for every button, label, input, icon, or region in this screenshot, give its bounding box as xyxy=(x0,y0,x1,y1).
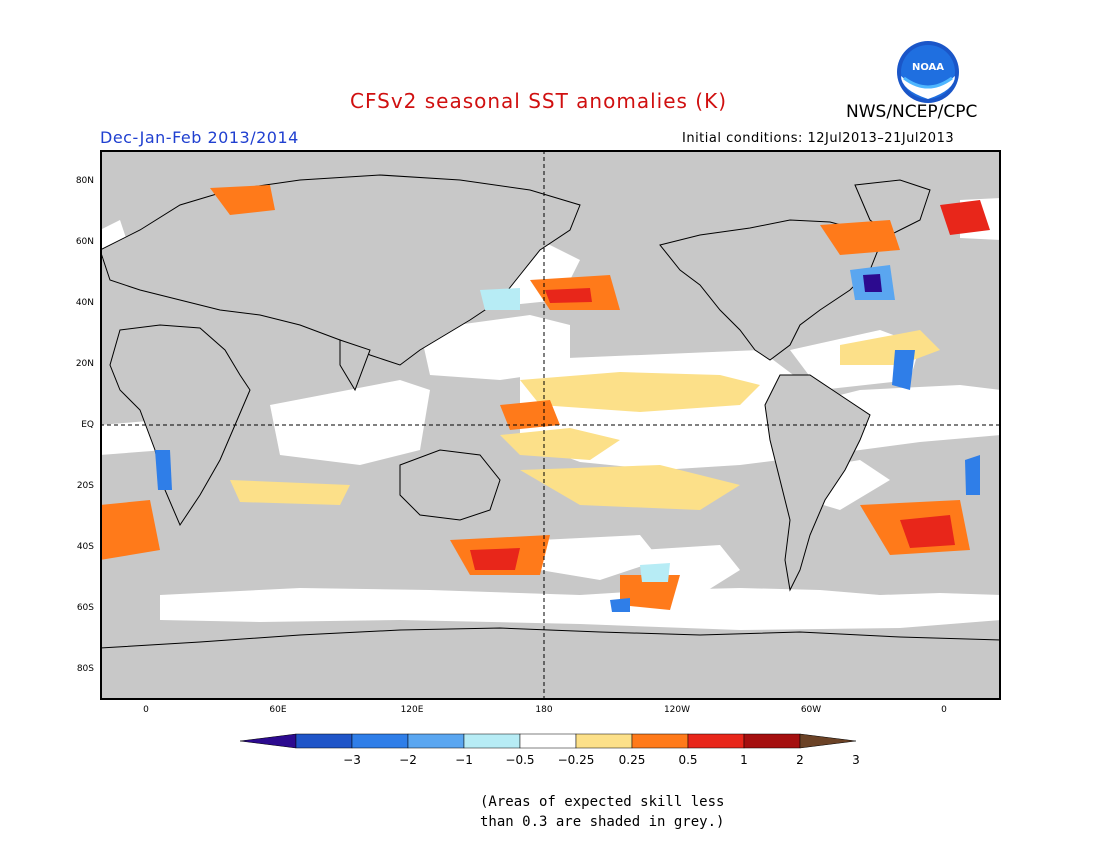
lon-tick: 0 xyxy=(941,705,947,715)
colorbar-swatch xyxy=(519,733,577,749)
land-masses xyxy=(100,174,1001,700)
noaa-logo: NOAA xyxy=(897,41,959,103)
colorbar-label: −0.25 xyxy=(558,753,595,767)
lat-tick: 20N xyxy=(75,359,94,369)
initial-conditions-label: Initial conditions: 12Jul2013–21Jul2013 xyxy=(682,131,955,146)
footnote: (Areas of expected skill less than 0.3 a… xyxy=(480,792,724,832)
lat-tick: 80N xyxy=(75,176,94,186)
colorbar-right-arrow xyxy=(799,733,857,749)
colorbar-label: −2 xyxy=(399,753,417,767)
colorbar-swatch xyxy=(463,733,521,749)
lat-tick: 60N xyxy=(75,237,94,247)
lon-tick: 60E xyxy=(269,705,287,715)
noaa-logo-text: NOAA xyxy=(912,62,944,73)
negative-anomaly-areas xyxy=(155,265,980,612)
colorbar-swatch xyxy=(351,733,409,749)
australia xyxy=(399,449,501,521)
lat-tick: 40S xyxy=(76,542,94,552)
colorbar-swatch xyxy=(631,733,689,749)
chart-title: CFSv2 seasonal SST anomalies (K) xyxy=(350,89,727,113)
colorbar-label: 0.25 xyxy=(619,753,646,767)
sst-anomaly-map xyxy=(100,150,1001,700)
lon-tick: 180 xyxy=(535,705,553,715)
lat-tick: 20S xyxy=(76,481,94,491)
organization-label: NWS/NCEP/CPC xyxy=(846,102,978,122)
lat-tick: 40N xyxy=(75,298,94,308)
colorbar-swatch xyxy=(687,733,745,749)
colorbar-label: −0.5 xyxy=(505,753,534,767)
colorbar-left-arrow xyxy=(240,733,297,749)
colorbar-swatch xyxy=(407,733,465,749)
lon-tick: 60W xyxy=(800,705,822,715)
lon-tick: 120W xyxy=(663,705,691,715)
colorbar-label: 3 xyxy=(852,753,860,767)
lat-tick: 60S xyxy=(76,603,94,613)
colorbar-label: 2 xyxy=(796,753,804,767)
positive-anomaly-areas xyxy=(100,185,990,610)
colorbar-label: 0.5 xyxy=(678,753,697,767)
map-frame xyxy=(100,150,1001,700)
colorbar-swatch xyxy=(575,733,633,749)
lat-tick: EQ xyxy=(81,420,94,430)
north-america xyxy=(659,219,881,361)
lat-tick: 80S xyxy=(76,664,94,674)
colorbar-label: −3 xyxy=(343,753,361,767)
footnote-line: than 0.3 are shaded in grey.) xyxy=(480,814,725,830)
antarctica xyxy=(100,627,1001,700)
colorbar-swatch xyxy=(295,733,353,749)
colorbar-label: 1 xyxy=(740,753,748,767)
footnote-line: (Areas of expected skill less xyxy=(480,794,725,810)
south-america xyxy=(764,374,871,592)
colorbar-label: −1 xyxy=(455,753,473,767)
lon-tick: 0 xyxy=(143,705,149,715)
india xyxy=(339,339,371,392)
colorbar-swatch xyxy=(743,733,801,749)
season-label: Dec-Jan-Feb 2013/2014 xyxy=(100,128,299,147)
colorbar: −3 −2 −1 −0.5 −0.25 0.25 0.5 1 2 3 xyxy=(240,733,860,767)
lon-tick: 120E xyxy=(400,705,424,715)
